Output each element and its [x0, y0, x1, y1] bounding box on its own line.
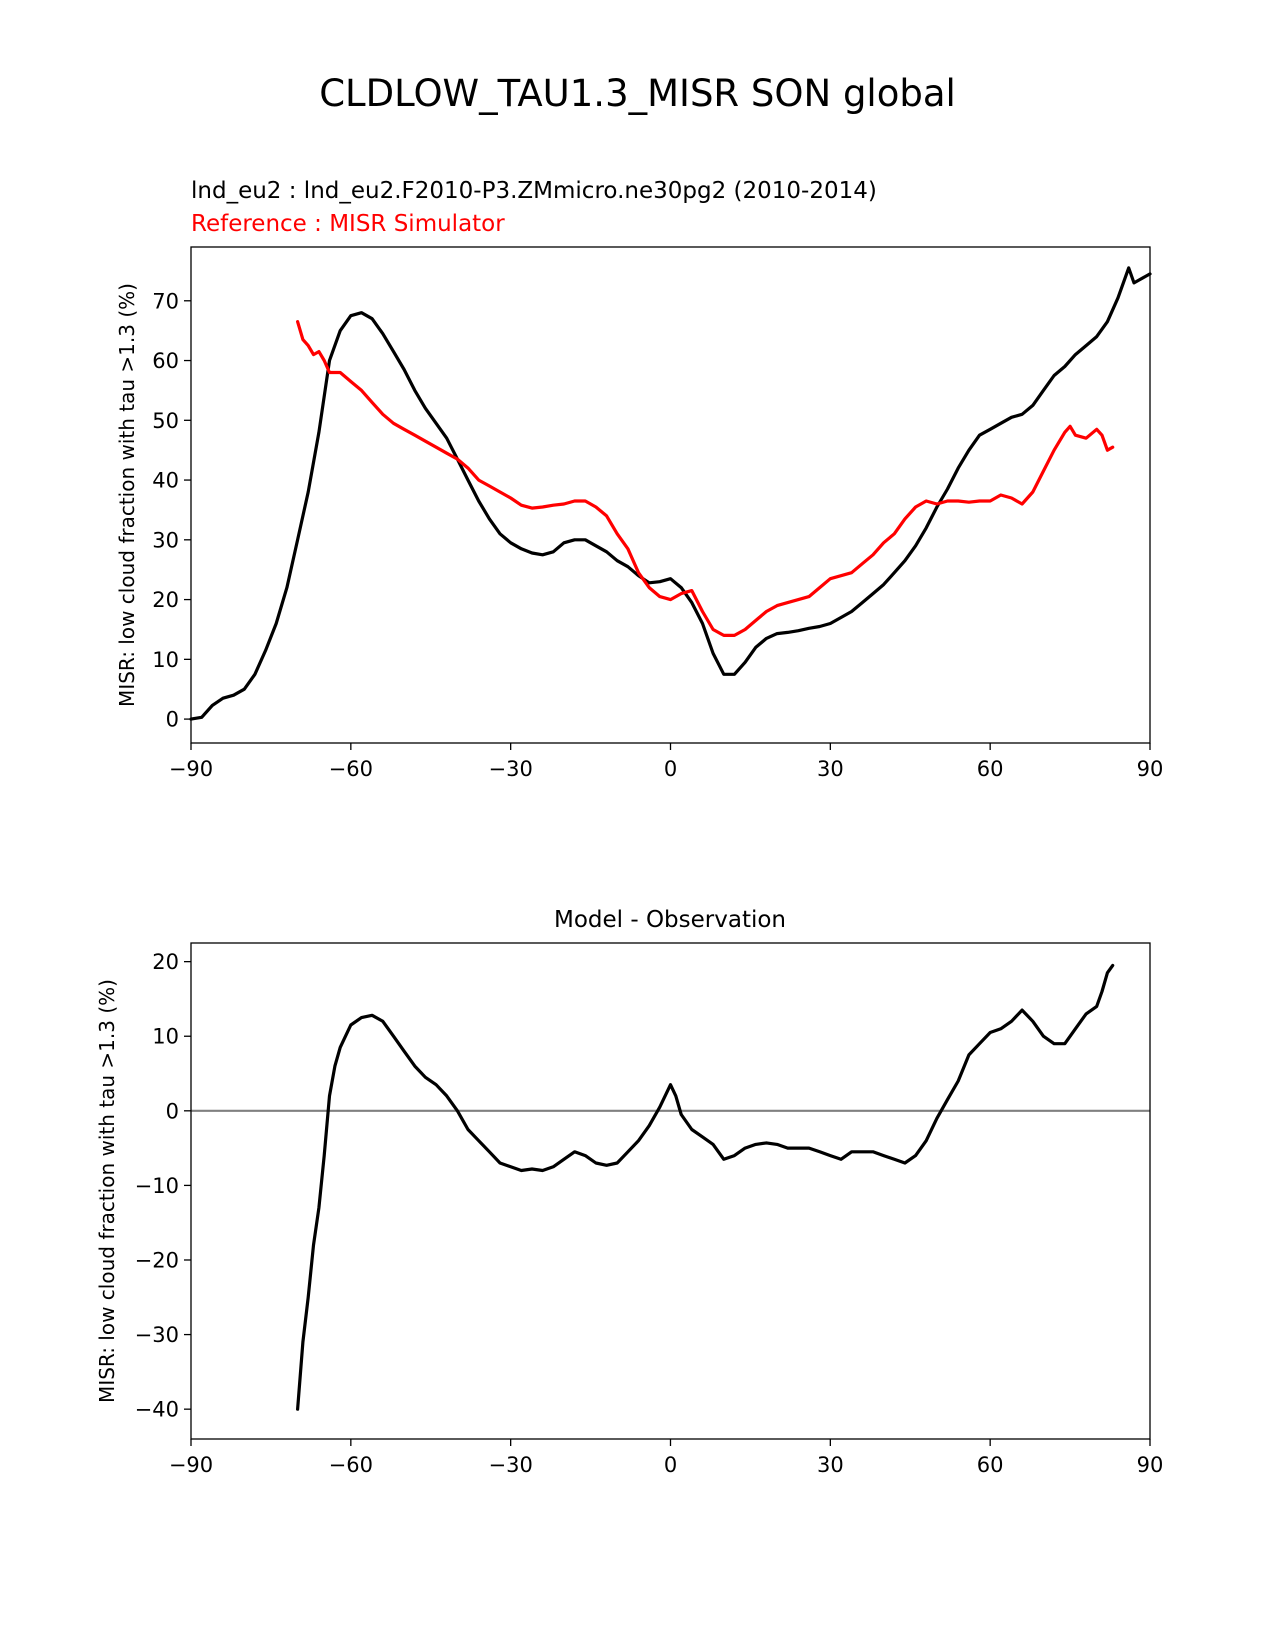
y-tick-label: 20 [152, 588, 179, 612]
y-tick-label: 0 [166, 1099, 179, 1123]
x-tick-label: 90 [1137, 1453, 1164, 1477]
y-tick-label: 60 [152, 349, 179, 373]
y-tick-label: 10 [152, 1025, 179, 1049]
x-tick-label: 0 [664, 1453, 677, 1477]
series-line-primary [296, 963, 1115, 1411]
test-subtitle: lnd_eu2 : lnd_eu2.F2010-P3.ZMmicro.ne30p… [191, 178, 877, 204]
y-tick-label: 10 [152, 648, 179, 672]
y-axis-label: MISR: low cloud fraction with tau >1.3 (… [95, 979, 119, 1403]
x-tick-label: −90 [169, 1453, 213, 1477]
y-tick-label: −20 [135, 1248, 179, 1272]
x-tick-label: −30 [489, 1453, 533, 1477]
y-tick-label: 50 [152, 409, 179, 433]
x-tick-label: 90 [1137, 757, 1164, 781]
x-tick-label: −90 [169, 757, 213, 781]
series-line-primary [189, 266, 1152, 721]
y-tick-label: −30 [135, 1323, 179, 1347]
x-tick-label: 60 [977, 757, 1004, 781]
y-tick-label: 0 [166, 708, 179, 732]
x-tick-label: 0 [664, 757, 677, 781]
x-tick-label: −60 [329, 757, 373, 781]
reference-subtitle: Reference : MISR Simulator [191, 211, 505, 237]
x-tick-label: 30 [817, 757, 844, 781]
y-tick-label: 20 [152, 950, 179, 974]
axes-frame [190, 942, 1151, 1440]
y-axis-label: MISR: low cloud fraction with tau >1.3 (… [115, 283, 139, 707]
x-tick-label: 30 [817, 1453, 844, 1477]
page-title: CLDLOW_TAU1.3_MISR SON global [319, 72, 956, 115]
difference-title: Model - Observation [554, 907, 786, 933]
x-tick-label: −30 [489, 757, 533, 781]
top-panel: lnd_eu2 : lnd_eu2.F2010-P3.ZMmicro.ne30p… [115, 178, 1163, 781]
y-tick-label: −40 [135, 1398, 179, 1422]
y-tick-label: 30 [152, 528, 179, 552]
x-tick-label: −60 [329, 1453, 373, 1477]
x-tick-label: 60 [977, 1453, 1004, 1477]
y-tick-label: −10 [135, 1174, 179, 1198]
bottom-panel: Model - Observation −90 −60 −30 0 30 60 90 −40 −… [95, 907, 1163, 1477]
y-tick-label: 40 [152, 469, 179, 493]
y-tick-label: 70 [152, 289, 179, 313]
series-line-secondary [296, 320, 1115, 637]
